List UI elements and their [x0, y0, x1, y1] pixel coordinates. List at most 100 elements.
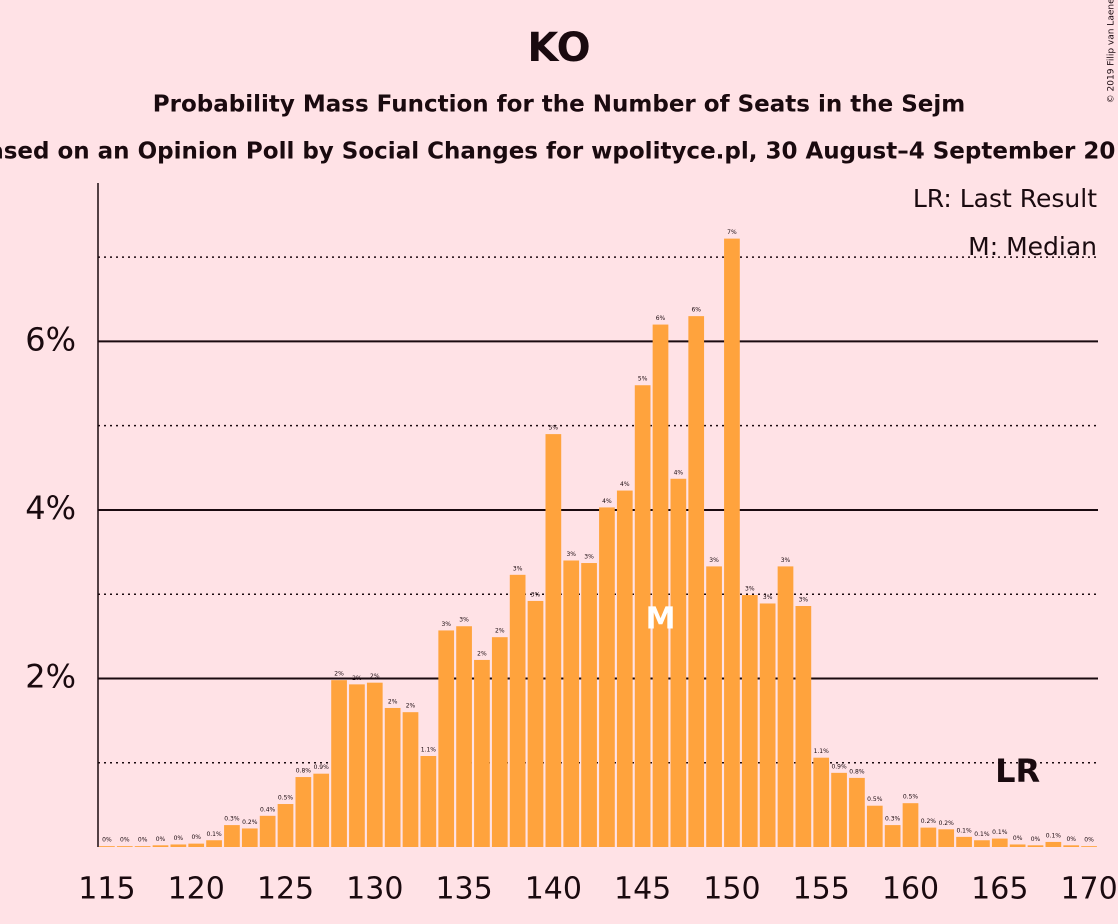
value-label: 2% — [388, 698, 398, 705]
value-label: 3% — [799, 597, 809, 604]
value-label: 7% — [727, 229, 737, 236]
bar — [1063, 845, 1080, 847]
value-label: 2% — [370, 673, 380, 680]
value-label: 0.4% — [260, 806, 276, 813]
x-tick-label: 150 — [703, 872, 760, 907]
value-label: 0.2% — [242, 819, 258, 826]
bar — [241, 828, 258, 847]
legend-entry: LR: Last Result — [913, 184, 1097, 213]
value-label: 3% — [745, 586, 755, 593]
bar — [741, 595, 758, 847]
value-label: 0.3% — [885, 816, 901, 823]
bar — [313, 773, 330, 847]
value-label: 5% — [549, 425, 559, 432]
bar — [295, 777, 312, 847]
value-label: 3% — [531, 591, 541, 598]
value-label: 0% — [138, 837, 148, 844]
x-tick-label: 170 — [1060, 872, 1117, 907]
bar — [1081, 846, 1097, 847]
bar — [795, 606, 812, 847]
value-label: 0% — [191, 834, 201, 841]
x-tick-label: 125 — [257, 872, 314, 907]
bar — [491, 637, 508, 847]
value-label: 6% — [656, 315, 666, 322]
bar — [402, 712, 419, 847]
value-label: 3% — [441, 621, 451, 628]
bar — [974, 840, 990, 847]
value-label: 2% — [477, 650, 487, 657]
value-label: 0.2% — [921, 818, 937, 825]
value-label: 0% — [120, 837, 130, 844]
x-tick-label: 140 — [525, 872, 582, 907]
bar — [170, 844, 187, 847]
bar — [1009, 844, 1026, 847]
bar — [920, 827, 937, 847]
bar — [545, 434, 562, 847]
bar — [813, 757, 830, 847]
bar — [116, 846, 133, 847]
bar — [652, 324, 669, 847]
credit: © 2019 Filip van Laenen — [1107, 0, 1117, 103]
value-label: 2% — [352, 675, 362, 682]
bar — [599, 507, 615, 847]
chart-subtitle: Probability Mass Function for the Number… — [153, 92, 965, 118]
bar — [188, 843, 205, 847]
value-label: 3% — [709, 557, 719, 564]
y-tick-label: 2% — [25, 657, 76, 695]
bar — [438, 630, 455, 847]
bar — [152, 845, 169, 847]
bar — [884, 825, 901, 847]
value-label: 3% — [781, 557, 791, 564]
value-label: 0.3% — [224, 816, 240, 823]
value-label: 0% — [1066, 836, 1076, 843]
bar — [563, 560, 580, 847]
x-tick-label: 165 — [971, 872, 1028, 907]
value-label: 2% — [406, 703, 416, 710]
value-label: 0.5% — [903, 794, 919, 801]
bar — [991, 838, 1008, 847]
value-label: 0.8% — [849, 768, 865, 775]
bar — [706, 566, 722, 847]
bar — [509, 574, 526, 847]
value-label: 0% — [156, 836, 166, 843]
value-label: 0.5% — [278, 795, 294, 802]
bar — [277, 804, 294, 847]
bar — [366, 682, 383, 847]
bar — [206, 840, 222, 847]
bar — [670, 478, 687, 847]
value-label: 0% — [174, 835, 184, 842]
value-label: 2% — [334, 671, 344, 678]
bar — [831, 772, 847, 847]
value-label: 0% — [102, 837, 112, 844]
bar — [902, 803, 919, 847]
chart-title: KO — [527, 25, 590, 71]
x-tick-label: 155 — [793, 872, 850, 907]
bar — [956, 836, 972, 847]
value-label: 2% — [495, 628, 505, 635]
value-label: 0% — [1084, 837, 1094, 844]
value-label: 4% — [674, 469, 684, 476]
bar — [634, 385, 651, 847]
value-label: 0.9% — [314, 764, 330, 771]
value-label: 6% — [691, 307, 701, 314]
annotation: M — [646, 602, 676, 637]
bar — [724, 238, 740, 848]
value-label: 5% — [638, 376, 648, 383]
bar — [688, 316, 705, 847]
value-label: 0.1% — [206, 831, 222, 838]
chart-description: Based on an Opinion Poll by Social Chang… — [0, 139, 1118, 165]
value-label: 0.8% — [296, 768, 312, 775]
x-tick-label: 120 — [168, 872, 225, 907]
legend-entry: M: Median — [968, 232, 1097, 261]
x-tick-label: 160 — [882, 872, 939, 907]
value-label: 0% — [1013, 835, 1023, 842]
bar — [456, 626, 472, 847]
bar — [224, 825, 240, 847]
value-label: 0.1% — [992, 829, 1008, 836]
value-label: 0.1% — [974, 831, 990, 838]
value-label: 3% — [566, 551, 576, 558]
bar — [1027, 845, 1044, 847]
bar — [616, 490, 633, 847]
x-tick-label: 115 — [78, 872, 135, 907]
